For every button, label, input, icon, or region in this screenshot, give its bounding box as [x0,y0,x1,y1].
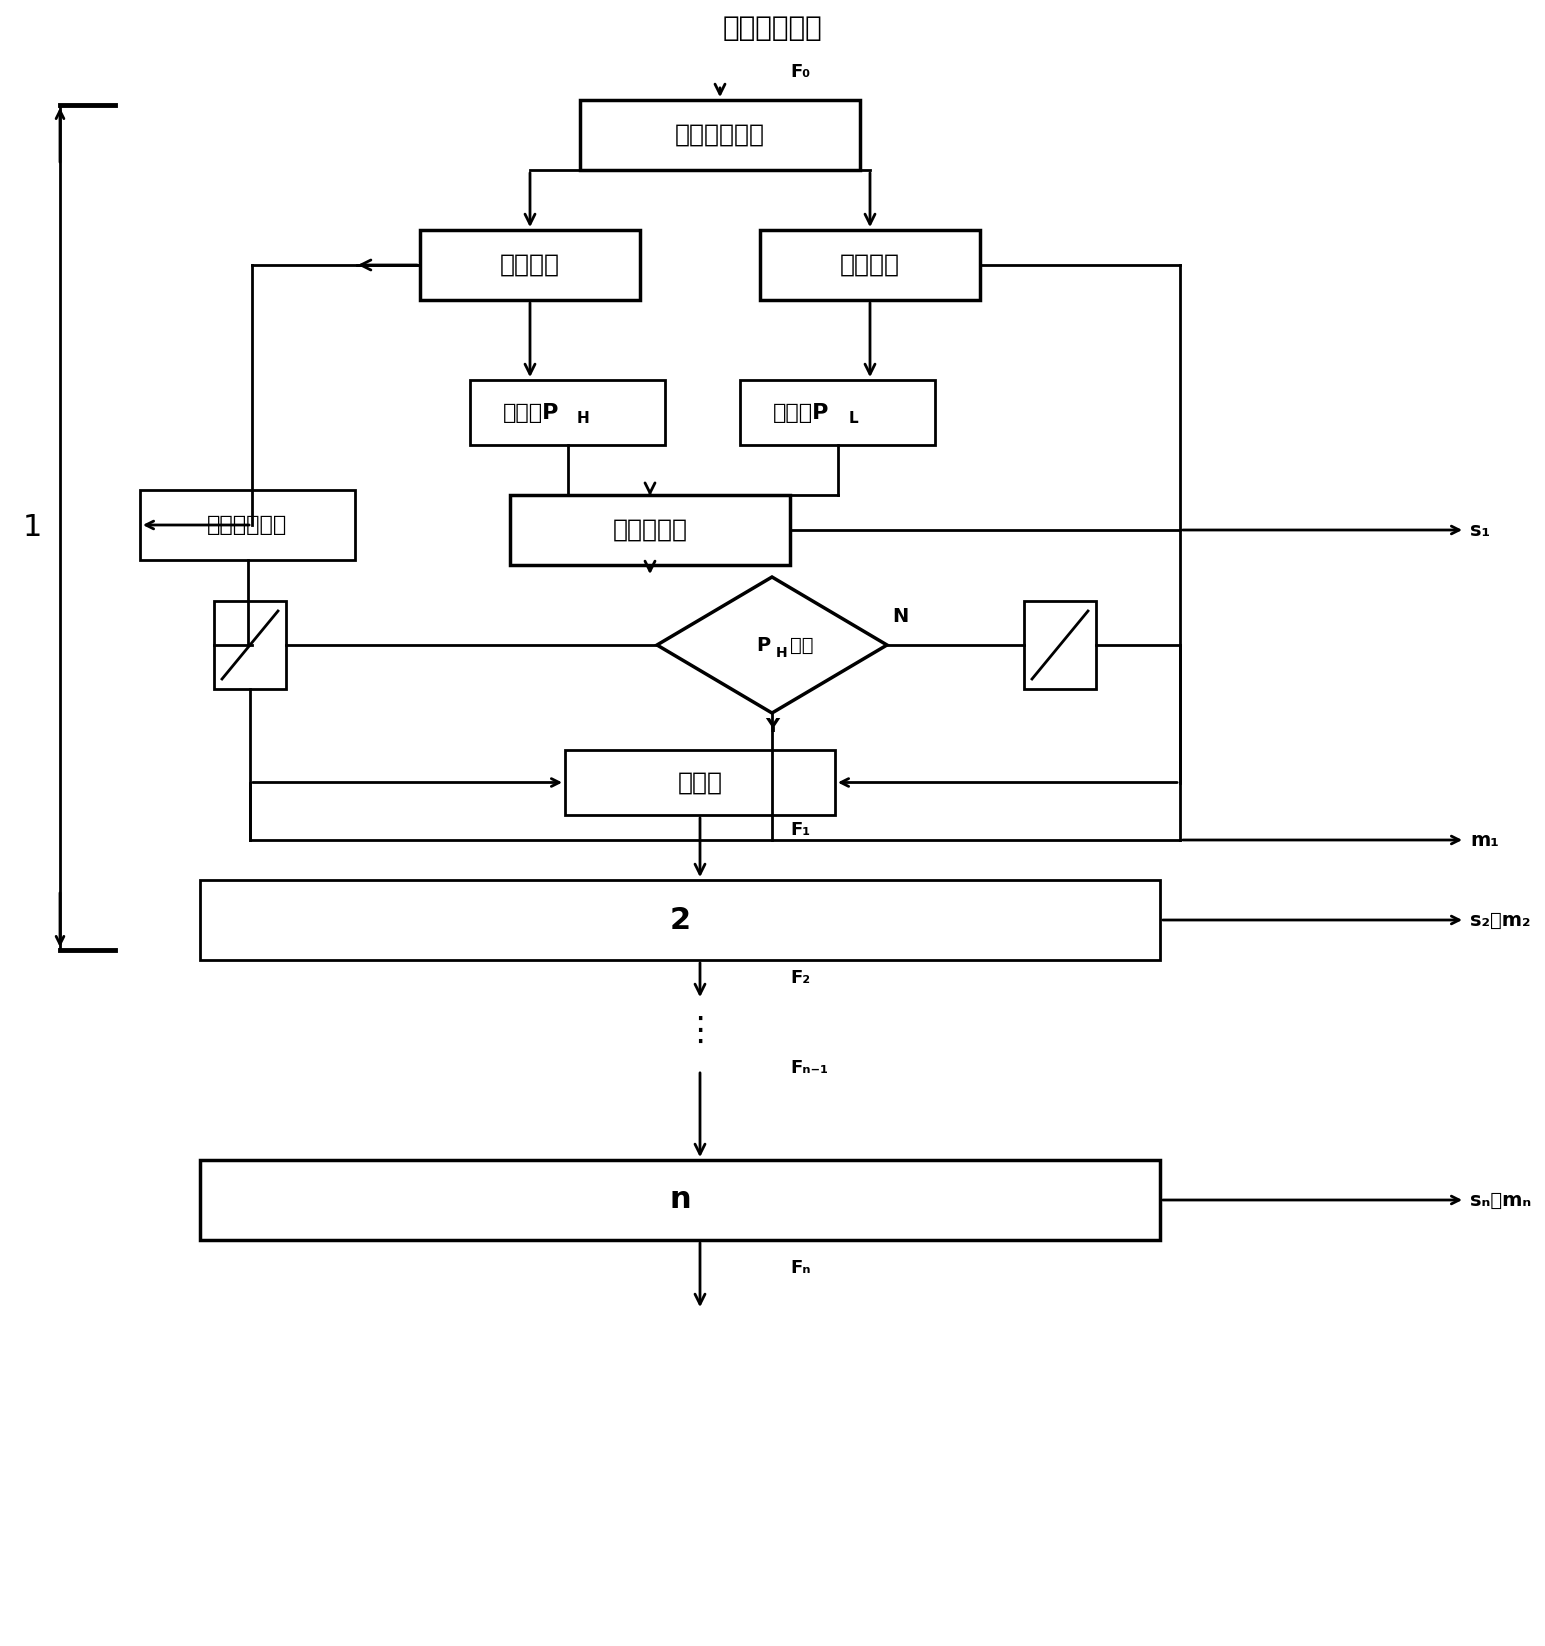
Bar [579,100,861,170]
Text: L: L [848,412,859,426]
Bar [199,881,1160,960]
Text: F₀: F₀ [789,63,810,81]
Text: 1: 1 [22,514,42,543]
Bar [760,230,980,300]
Text: 先？: 先？ [789,635,814,655]
Bar [199,1160,1160,1239]
Text: Fₙ₋₁: Fₙ₋₁ [789,1058,828,1076]
Text: 变成低子频带: 变成低子频带 [207,515,287,535]
Text: 微波信号输入: 微波信号输入 [722,15,822,43]
Text: 合路器: 合路器 [678,770,723,795]
Text: H: H [578,412,590,426]
Text: F₂: F₂ [789,969,810,988]
Text: Fₙ: Fₙ [789,1259,811,1277]
Bar [1024,601,1095,690]
Text: F₁: F₁ [789,821,810,839]
Bar [740,380,935,444]
Bar [470,380,664,444]
Text: H: H [776,645,788,660]
Text: sₙ、mₙ: sₙ、mₙ [1469,1190,1531,1210]
Text: ⋮: ⋮ [683,1014,717,1047]
Text: s₁: s₁ [1469,520,1489,540]
Text: 2: 2 [669,905,691,935]
Text: 低子频带: 低子频带 [840,253,901,277]
Text: 高子频带: 高子频带 [501,253,559,277]
Text: m₁: m₁ [1469,831,1499,849]
Text: P: P [756,635,769,655]
Text: 检信号P: 检信号P [772,403,830,423]
Text: 带宽对半折断: 带宽对半折断 [675,123,765,146]
Polygon shape [657,578,887,713]
Bar [510,495,789,565]
Bar [420,230,640,300]
Bar [565,751,834,815]
Text: N: N [891,606,908,625]
Text: n: n [669,1185,691,1215]
Text: 检信号P: 检信号P [504,403,559,423]
Text: Y: Y [765,716,779,736]
Bar [141,491,355,560]
Text: s₂、m₂: s₂、m₂ [1469,910,1531,930]
Bar [215,601,286,690]
Text: 编码控制器: 编码控制器 [612,518,688,542]
